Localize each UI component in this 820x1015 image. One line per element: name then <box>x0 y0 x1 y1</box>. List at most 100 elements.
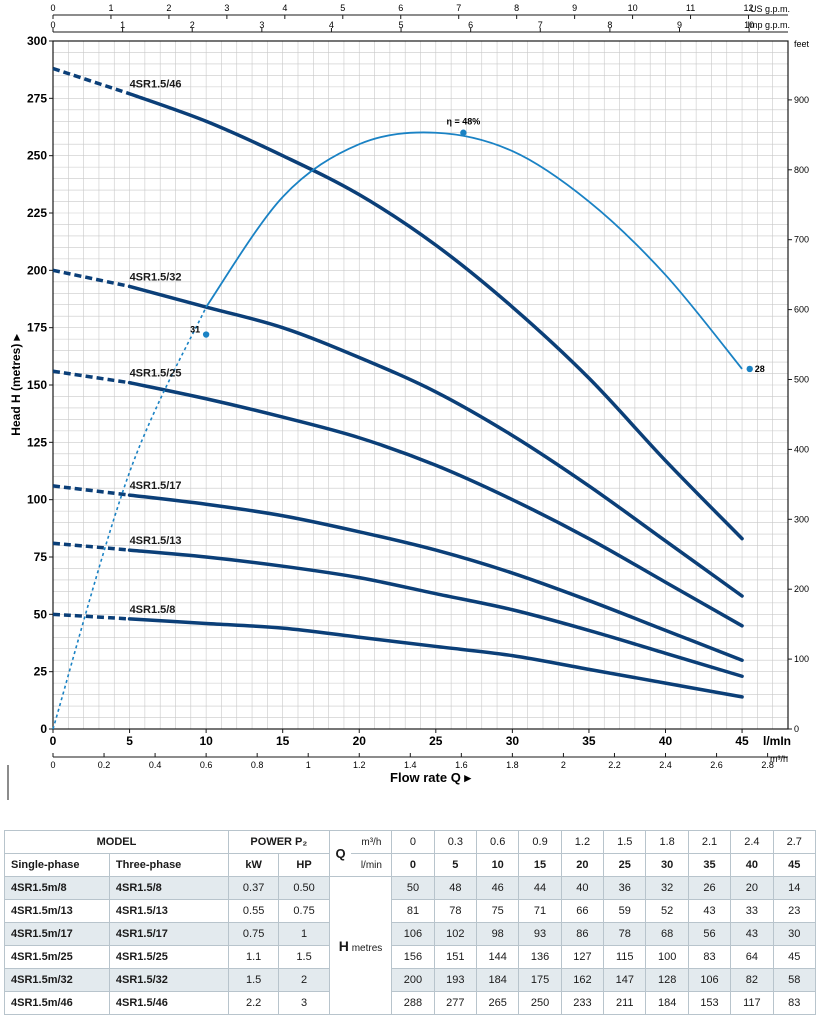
power-kw: 0.37 <box>227 876 280 900</box>
table-row: 4SR1.5m/25 4SR1.5/25 1.1 1.5 156 151 144 136 127… <box>4 945 817 969</box>
head-value: 75 <box>476 899 520 923</box>
curve-label: 4SR1.5/46 <box>130 79 182 91</box>
head-value: 14 <box>772 876 817 900</box>
power-kw: 1.5 <box>227 968 280 992</box>
head-value: 193 <box>433 968 478 992</box>
imp-gpm-tick-label: 4 <box>329 20 334 30</box>
x-axis-title: Flow rate Q ▸ <box>390 770 472 785</box>
efficiency-marker <box>460 129 467 136</box>
imp-gpm-tick-label: 7 <box>538 20 543 30</box>
y-tick-label: 225 <box>27 206 47 220</box>
x-tick-label: 25 <box>429 734 443 748</box>
efficiency-marker <box>202 331 210 338</box>
m3h-tick-label: 2.2 <box>608 760 621 770</box>
three-phase-model: 4SR1.5/8 <box>108 876 229 900</box>
x-tick-label: 15 <box>276 734 290 748</box>
curve-4SR1.5/46 <box>127 91 744 541</box>
head-value: 250 <box>518 991 562 1015</box>
curve-dashed-segment <box>52 484 130 497</box>
m3h-tick-label: 0.6 <box>200 760 213 770</box>
curve-4SR1.5/32 <box>127 284 744 598</box>
head-value: 43 <box>730 922 774 946</box>
us-gpm-tick-label: 9 <box>572 3 577 13</box>
head-value: 58 <box>772 968 817 992</box>
power-header: POWER P₂ <box>227 830 330 854</box>
grid <box>53 41 788 729</box>
table-row: 4SR1.5m/17 4SR1.5/17 0.75 1 106 102 98 93 86 78 68… <box>4 922 817 946</box>
feet-tick-label: 700 <box>794 235 809 245</box>
three-phase-model: 4SR1.5/32 <box>108 968 229 992</box>
head-value: 184 <box>476 968 520 992</box>
efficiency-curve <box>205 131 743 370</box>
y-tick-label: 200 <box>27 263 47 277</box>
head-value: 265 <box>476 991 520 1015</box>
head-value: 43 <box>687 899 732 923</box>
curve-4SR1.5/17 <box>127 493 744 662</box>
head-value: 117 <box>730 991 774 1015</box>
q-m3h-value: 2.1 <box>687 830 732 854</box>
q-lmin-value: 45 <box>772 853 817 877</box>
power-kw: 2.2 <box>227 991 280 1015</box>
three-phase-model: 4SR1.5/13 <box>108 899 229 923</box>
us-gpm-tick-label: 1 <box>108 3 113 13</box>
q-m3h-value: 1.5 <box>603 830 647 854</box>
head-value: 59 <box>603 899 647 923</box>
y-axis-title: Head H (metres) ▸ <box>9 333 23 435</box>
feet-tick-label: 600 <box>794 305 809 315</box>
efficiency-dashed-segment <box>52 306 207 730</box>
feet-tick-label: 500 <box>794 374 809 384</box>
m3h-tick-label: 2.4 <box>659 760 672 770</box>
three-phase-model: 4SR1.5/46 <box>108 991 229 1015</box>
curve-label: 4SR1.5/13 <box>130 535 182 547</box>
head-value: 83 <box>772 991 817 1015</box>
feet-tick-label: 900 <box>794 95 809 105</box>
h-symbol: H <box>338 937 349 954</box>
m3h-tick-label: 0.8 <box>251 760 264 770</box>
imp-gpm-tick-label: 2 <box>190 20 195 30</box>
us-gpm-tick-label: 0 <box>50 3 55 13</box>
m3h-tick-label: 0.2 <box>98 760 111 770</box>
feet-tick-label: 100 <box>794 654 809 664</box>
head-value: 52 <box>645 899 689 923</box>
y-tick-label: 0 <box>40 722 47 736</box>
power-hp: 1.5 <box>278 945 330 969</box>
x-unit-label: l/mIn <box>763 734 791 748</box>
imp-gpm-tick-label: 10 <box>744 20 754 30</box>
three-phase-model: 4SR1.5/25 <box>108 945 229 969</box>
single-phase-model: 4SR1.5m/13 <box>4 899 110 923</box>
head-value: 26 <box>687 876 732 900</box>
imp-gpm-tick-label: 3 <box>259 20 264 30</box>
q-lmin-value: 20 <box>560 853 605 877</box>
q-lmin-value: 5 <box>433 853 478 877</box>
curve-label: 4SR1.5/25 <box>130 368 182 380</box>
q-lmin-value: 40 <box>730 853 774 877</box>
head-value: 128 <box>645 968 689 992</box>
head-value: 93 <box>518 922 562 946</box>
head-value: 81 <box>391 899 435 923</box>
model-header: MODEL <box>4 830 229 854</box>
head-value: 64 <box>730 945 774 969</box>
feet-tick-label: 800 <box>794 165 809 175</box>
y-tick-label: 250 <box>27 149 47 163</box>
table-row: 4SR1.5m/8 4SR1.5/8 0.37 0.50 H metres 50 48 46 4… <box>4 876 817 1015</box>
m3h-tick-label: 1.6 <box>455 760 468 770</box>
table-row: 4SR1.5m/13 4SR1.5/13 0.55 0.75 81 78 75 71 66 59 5… <box>4 899 817 923</box>
imp-gpm-tick-label: 6 <box>468 20 473 30</box>
efficiency-marker <box>746 365 753 373</box>
head-value: 78 <box>433 899 478 923</box>
curve-4SR1.5/13 <box>127 548 744 679</box>
head-value: 56 <box>687 922 732 946</box>
head-value: 48 <box>433 876 478 900</box>
us-gpm-tick-label: 7 <box>456 3 461 13</box>
single-phase-model: 4SR1.5m/32 <box>4 968 110 992</box>
head-value: 277 <box>433 991 478 1015</box>
power-kw: 0.75 <box>227 922 280 946</box>
imp-gpm-tick-label: 0 <box>50 20 55 30</box>
head-value: 78 <box>603 922 647 946</box>
m3h-tick-label: 1 <box>306 760 311 770</box>
axes <box>7 14 792 800</box>
table-row: 4SR1.5m/46 4SR1.5/46 2.2 3 288 277 265 250 233 21… <box>4 991 817 1015</box>
table-row: 4SR1.5m/32 4SR1.5/32 1.5 2 200 193 184 175 162 14… <box>4 968 817 992</box>
head-value: 68 <box>645 922 689 946</box>
